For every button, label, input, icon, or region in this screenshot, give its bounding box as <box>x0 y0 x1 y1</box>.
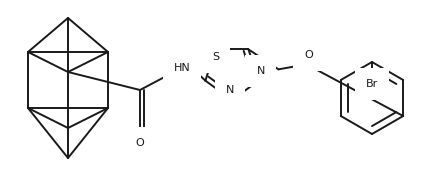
Text: O: O <box>304 50 313 60</box>
Text: S: S <box>212 52 219 62</box>
Text: HN: HN <box>174 63 190 73</box>
Text: O: O <box>136 138 144 148</box>
Text: N: N <box>226 85 234 95</box>
Text: Br: Br <box>366 79 378 89</box>
Text: N: N <box>256 66 265 76</box>
